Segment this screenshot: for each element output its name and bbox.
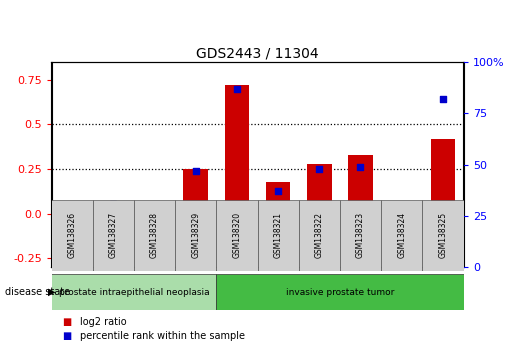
Text: GSM138329: GSM138329 bbox=[191, 212, 200, 258]
Bar bbox=[142, 214, 167, 246]
Text: ▶: ▶ bbox=[48, 287, 56, 297]
Bar bbox=[266, 182, 290, 214]
Bar bbox=[381, 200, 422, 271]
Point bbox=[439, 96, 447, 102]
Bar bbox=[183, 169, 208, 214]
Bar bbox=[258, 200, 299, 271]
Bar bbox=[216, 274, 464, 310]
Bar bbox=[348, 155, 373, 214]
Bar bbox=[225, 85, 249, 214]
Bar bbox=[52, 200, 93, 271]
Text: GSM138322: GSM138322 bbox=[315, 212, 324, 258]
Text: log2 ratio: log2 ratio bbox=[80, 317, 127, 327]
Text: GSM138324: GSM138324 bbox=[397, 212, 406, 258]
Bar bbox=[216, 200, 258, 271]
Text: invasive prostate tumor: invasive prostate tumor bbox=[286, 287, 394, 297]
Text: prostate intraepithelial neoplasia: prostate intraepithelial neoplasia bbox=[59, 287, 209, 297]
Text: GSM138323: GSM138323 bbox=[356, 212, 365, 258]
Title: GDS2443 / 11304: GDS2443 / 11304 bbox=[196, 47, 319, 61]
Text: GSM138321: GSM138321 bbox=[273, 212, 283, 258]
Bar bbox=[340, 200, 381, 271]
Text: percentile rank within the sample: percentile rank within the sample bbox=[80, 331, 245, 341]
Bar bbox=[93, 200, 134, 271]
Bar bbox=[389, 214, 414, 226]
Point bbox=[150, 240, 159, 245]
Bar bbox=[175, 200, 216, 271]
Bar bbox=[431, 139, 455, 214]
Text: GSM138327: GSM138327 bbox=[109, 212, 118, 258]
Point bbox=[68, 219, 76, 225]
Text: GSM138328: GSM138328 bbox=[150, 212, 159, 258]
Point bbox=[192, 168, 200, 173]
Bar bbox=[134, 200, 175, 271]
Bar bbox=[307, 164, 332, 214]
Text: GSM138326: GSM138326 bbox=[67, 212, 77, 258]
Text: ■: ■ bbox=[62, 331, 71, 341]
Point bbox=[233, 86, 241, 91]
Point bbox=[315, 166, 323, 172]
Text: ■: ■ bbox=[62, 317, 71, 327]
Text: disease state: disease state bbox=[5, 287, 70, 297]
Point bbox=[398, 223, 406, 229]
Bar bbox=[299, 200, 340, 271]
Point bbox=[356, 164, 365, 170]
Text: GSM138325: GSM138325 bbox=[438, 212, 448, 258]
Bar bbox=[52, 274, 216, 310]
Bar bbox=[101, 201, 126, 214]
Text: GSM138320: GSM138320 bbox=[232, 212, 242, 258]
Point bbox=[109, 201, 117, 206]
Bar bbox=[60, 214, 84, 217]
Bar bbox=[422, 200, 464, 271]
Point bbox=[274, 188, 282, 194]
